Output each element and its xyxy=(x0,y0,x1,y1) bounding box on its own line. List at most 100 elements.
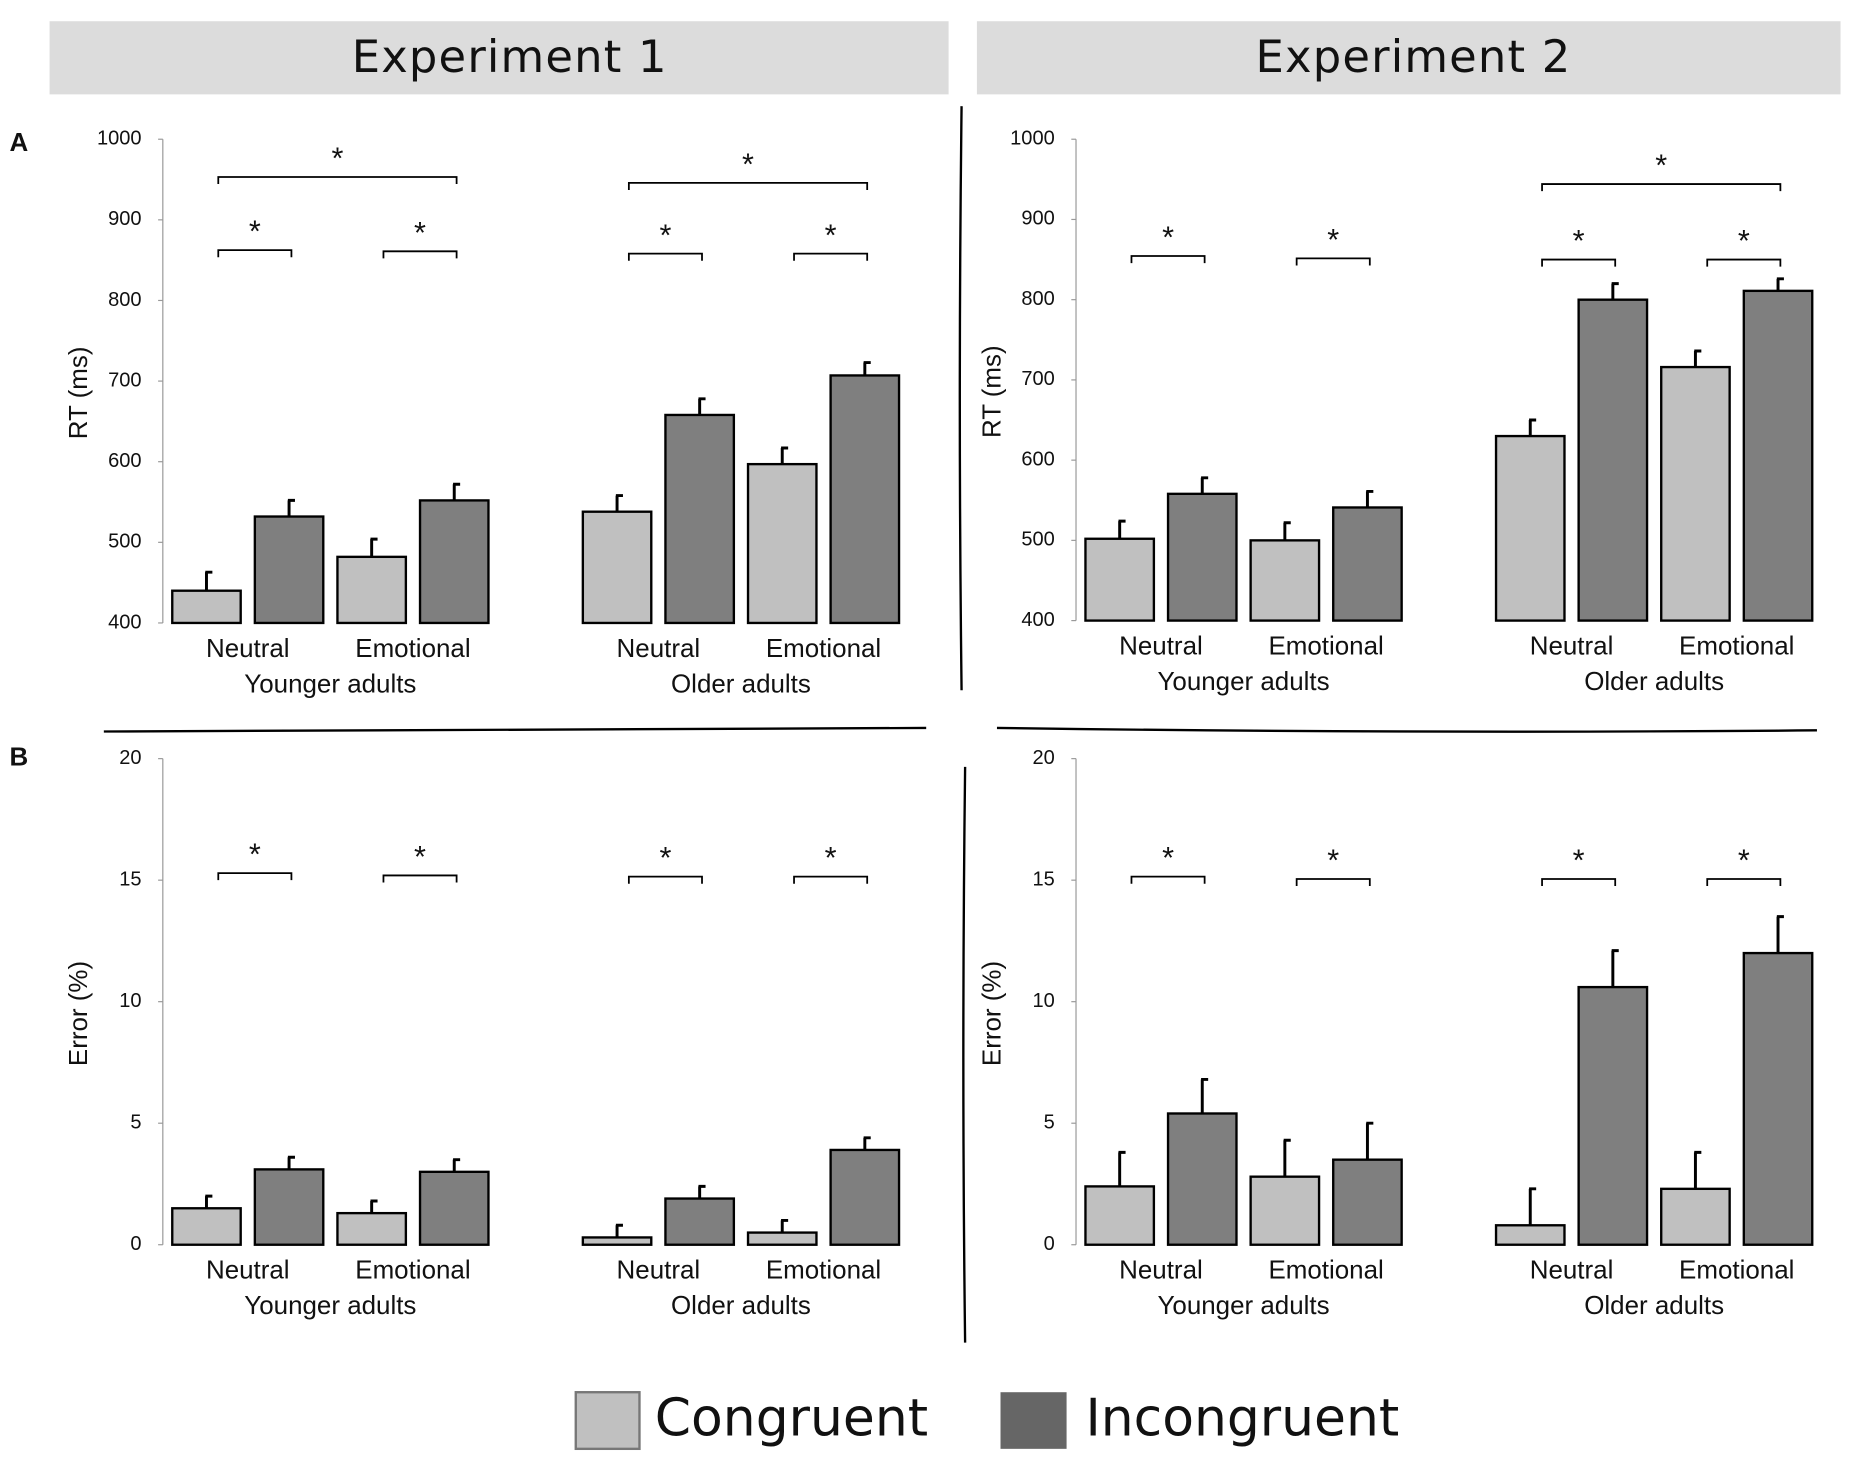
panel-letter: B xyxy=(9,743,28,771)
significance-bracket xyxy=(1295,878,1371,887)
y-tick-label: 20 xyxy=(119,747,141,769)
y-tick-label: 1000 xyxy=(97,128,142,150)
y-tick-label: 10 xyxy=(119,990,141,1012)
bar xyxy=(829,374,901,625)
bar xyxy=(581,1236,653,1246)
significance-star: * xyxy=(1327,223,1339,257)
significance-bracket xyxy=(382,874,458,883)
y-tick-label: 800 xyxy=(1021,288,1054,310)
bar xyxy=(746,1231,818,1246)
group-label: Older adults xyxy=(671,670,811,698)
x-tick-label: Emotional xyxy=(1679,633,1794,661)
significance-star: * xyxy=(414,840,426,874)
y-tick-label: 5 xyxy=(1044,1112,1055,1134)
error-bar xyxy=(1776,915,1784,954)
legend-swatch xyxy=(1000,1392,1067,1449)
significance-star: * xyxy=(1573,224,1585,258)
group-label: Younger adults xyxy=(1158,1292,1330,1320)
error-bar xyxy=(1283,521,1291,541)
significance-bracket xyxy=(627,181,869,190)
x-tick-label: Neutral xyxy=(617,1257,701,1285)
error-bar xyxy=(780,446,789,465)
error-bar xyxy=(698,397,706,415)
y-tick-label: 500 xyxy=(108,531,141,553)
y-axis-label: RT (ms) xyxy=(978,345,1006,438)
significance-bracket xyxy=(1541,878,1617,887)
significance-bracket xyxy=(627,875,703,884)
y-tick-label: 20 xyxy=(1032,747,1054,769)
error-bar xyxy=(780,1218,789,1233)
bar xyxy=(1332,1158,1403,1246)
error-bar xyxy=(370,537,378,557)
group-label: Older adults xyxy=(1584,1292,1724,1320)
divider xyxy=(962,766,967,1343)
error-bar xyxy=(205,1194,213,1209)
x-tick-label: Neutral xyxy=(206,1257,290,1285)
significance-bracket xyxy=(1706,258,1782,267)
significance-bracket xyxy=(217,176,458,185)
bar xyxy=(1494,1224,1566,1246)
significance-bracket xyxy=(1130,875,1206,884)
significance-star: * xyxy=(1162,221,1174,255)
significance-bracket xyxy=(627,252,703,261)
group-label: Older adults xyxy=(671,1292,811,1320)
error-bar xyxy=(1118,1150,1126,1187)
y-axis-label: Error (%) xyxy=(65,961,93,1066)
error-bar xyxy=(287,1155,295,1170)
significance-bracket xyxy=(1706,878,1782,887)
bar xyxy=(418,499,490,625)
y-tick-label: 700 xyxy=(108,369,141,391)
significance-star: * xyxy=(1573,844,1585,878)
bar xyxy=(253,515,325,625)
significance-bracket xyxy=(1541,258,1617,267)
error-bar xyxy=(452,1158,461,1172)
bar xyxy=(171,1207,242,1246)
significance-star: * xyxy=(1162,841,1174,875)
divider xyxy=(958,106,963,691)
header: Experiment 1 xyxy=(352,30,668,83)
x-tick-label: Emotional xyxy=(1268,633,1383,661)
error-bar xyxy=(1200,476,1209,494)
significance-star: * xyxy=(249,838,261,872)
error-bar xyxy=(863,1136,871,1150)
bar xyxy=(1084,537,1156,622)
error-bar xyxy=(1611,949,1619,988)
bar xyxy=(1166,1112,1238,1246)
error-bar xyxy=(1283,1138,1291,1177)
y-tick-label: 500 xyxy=(1021,529,1054,551)
bar xyxy=(1332,506,1403,622)
legend-swatch xyxy=(574,1391,641,1451)
error-bar xyxy=(615,494,623,512)
bar xyxy=(1577,298,1649,622)
significance-star: * xyxy=(414,216,426,250)
x-tick-label: Neutral xyxy=(1530,633,1614,661)
bar xyxy=(1249,539,1321,622)
error-bar xyxy=(1693,1150,1702,1189)
significance-star: * xyxy=(742,147,754,181)
y-tick-label: 900 xyxy=(108,208,141,230)
bar xyxy=(171,589,242,625)
y-tick-label: 0 xyxy=(130,1233,141,1255)
error-bar xyxy=(1528,418,1537,437)
bar xyxy=(418,1170,490,1246)
x-tick-label: Emotional xyxy=(1679,1257,1794,1285)
significance-star: * xyxy=(659,841,671,875)
x-tick-label: Neutral xyxy=(617,635,701,663)
error-bar xyxy=(1776,277,1784,291)
y-tick-label: 400 xyxy=(1021,609,1054,631)
bar xyxy=(1742,289,1814,622)
x-tick-label: Emotional xyxy=(355,635,470,663)
significance-bracket xyxy=(217,872,293,881)
bar xyxy=(1084,1185,1156,1246)
error-bar xyxy=(1200,1077,1209,1114)
error-bar xyxy=(1693,349,1702,368)
bar xyxy=(336,1211,408,1246)
legend-label: Incongruent xyxy=(1085,1389,1399,1449)
significance-star: * xyxy=(659,218,671,252)
y-tick-label: 600 xyxy=(108,450,141,472)
bar xyxy=(1166,492,1238,622)
error-bar xyxy=(698,1184,706,1199)
bar xyxy=(336,555,408,625)
